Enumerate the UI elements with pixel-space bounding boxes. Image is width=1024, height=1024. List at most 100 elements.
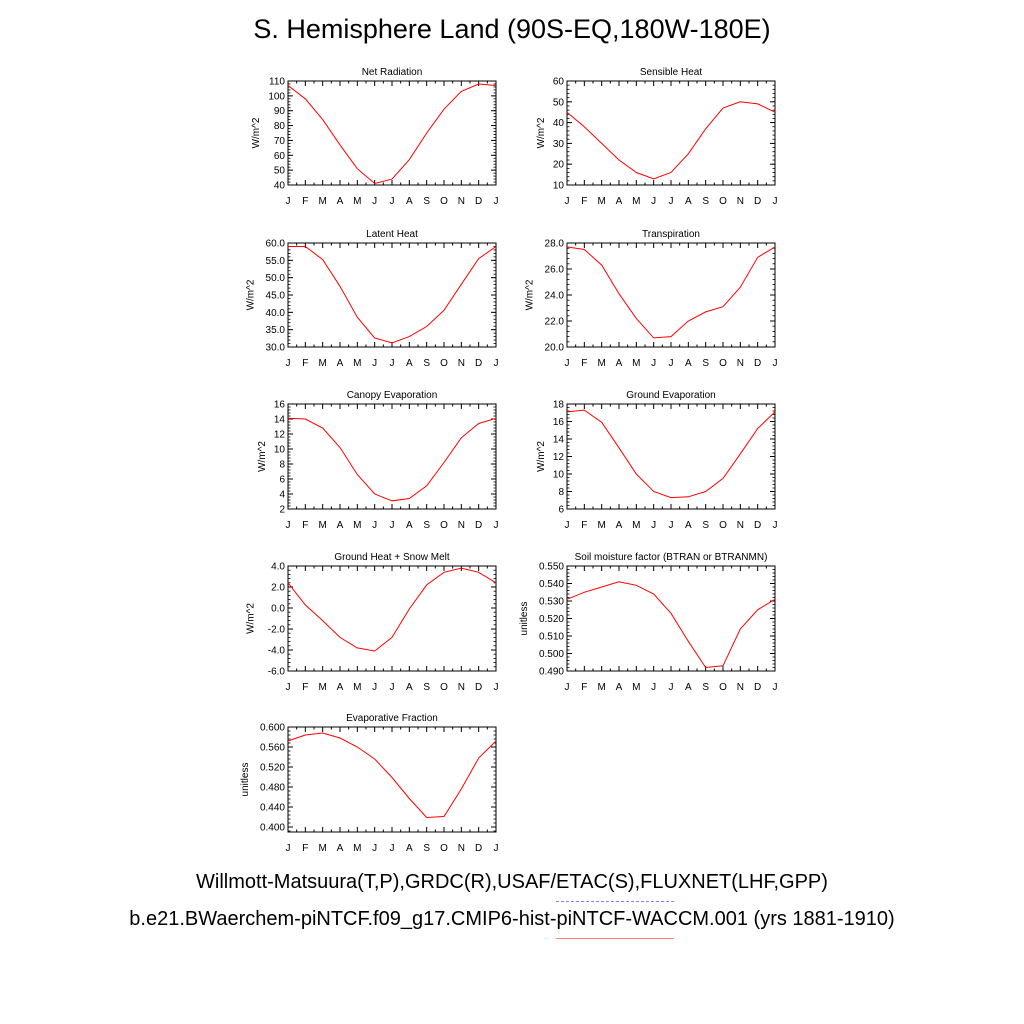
- x-tick-label: M: [597, 358, 605, 369]
- chart-panel-4: J F M A M J J A S O N D J20.022.024.026.028.0Transpi…: [525, 229, 778, 369]
- y-tick-label: 0.560: [260, 743, 285, 754]
- x-tick-label: N: [458, 358, 465, 369]
- y-tick-label: 110: [269, 77, 285, 88]
- x-tick-label: O: [719, 520, 727, 531]
- x-tick-label: A: [616, 196, 623, 207]
- y-tick-label: 10: [274, 445, 286, 456]
- y-tick-label: 0.490: [539, 667, 564, 678]
- x-tick-label: J: [565, 196, 570, 207]
- x-tick-label: O: [440, 520, 448, 531]
- x-tick-label: A: [337, 358, 344, 369]
- y-tick-label: 0.550: [539, 562, 564, 573]
- model-legend-line: [556, 938, 674, 939]
- plot-frame: [287, 403, 497, 510]
- y-tick-label: -2.0: [268, 625, 286, 636]
- x-tick-label: M: [353, 843, 361, 854]
- x-tick-label: J: [494, 682, 499, 693]
- y-tick-label: 6: [279, 475, 285, 486]
- y-tick-label: 30: [553, 139, 565, 150]
- x-tick-label: J: [494, 358, 499, 369]
- x-tick-label: J: [372, 843, 377, 854]
- x-tick-label: M: [353, 520, 361, 531]
- y-tick-label: -6.0: [268, 667, 286, 678]
- x-tick-label: O: [440, 196, 448, 207]
- y-tick-label: 100: [268, 91, 285, 102]
- x-tick-label: J: [494, 520, 499, 531]
- page-title: S. Hemisphere Land (90S-EQ,180W-180E): [253, 14, 771, 44]
- x-tick-label: S: [423, 520, 430, 531]
- x-tick-label: M: [318, 196, 326, 207]
- x-tick-label: N: [458, 682, 465, 693]
- x-tick-label: J: [669, 682, 674, 693]
- x-tick-label: J: [372, 520, 377, 531]
- y-tick-label: 2: [279, 505, 285, 516]
- y-tick-label: 80: [274, 121, 286, 132]
- y-tick-label: 0.510: [539, 632, 564, 643]
- series-line: [566, 581, 776, 669]
- x-tick-label: J: [286, 520, 291, 531]
- x-tick-label: A: [406, 682, 413, 693]
- y-tick-label: 0.440: [260, 803, 285, 814]
- x-tick-label: M: [318, 358, 326, 369]
- plot-frame: [566, 242, 776, 348]
- x-tick-label: A: [406, 843, 413, 854]
- x-tick-label: J: [773, 520, 778, 531]
- x-tick-label: J: [773, 196, 778, 207]
- x-tick-label: M: [353, 358, 361, 369]
- y-tick-label: 40: [553, 118, 565, 129]
- plot-frame: [287, 726, 497, 833]
- panel-title: Evaporative Fraction: [346, 713, 438, 724]
- y-tick-label: 40: [274, 181, 286, 192]
- x-tick-label: F: [302, 682, 308, 693]
- y-tick-label: 14: [274, 415, 286, 426]
- y-tick-label: -4.0: [268, 646, 286, 657]
- y-axis-label: unitless: [519, 602, 530, 636]
- panel-title: Transpiration: [642, 229, 700, 240]
- x-tick-label: M: [353, 196, 361, 207]
- y-tick-label: 70: [274, 136, 286, 147]
- y-tick-label: 55.0: [266, 256, 286, 267]
- y-axis-label: W/m^2: [525, 279, 536, 310]
- y-tick-label: 90: [274, 106, 286, 117]
- x-tick-label: D: [754, 196, 761, 207]
- x-tick-label: S: [423, 682, 430, 693]
- chart-panel-7: J F M A M J J A S O N D J-6.0-4.0-2.00.02.04.0Ground…: [246, 552, 499, 693]
- chart-panel-9: J F M A M J J A S O N D J0.4000.4400.4800.5200.5600.…: [240, 713, 499, 854]
- x-tick-label: J: [669, 358, 674, 369]
- panel-title: Canopy Evaporation: [347, 390, 438, 401]
- x-tick-label: S: [702, 358, 709, 369]
- x-tick-label: D: [475, 520, 482, 531]
- y-tick-label: 2.0: [271, 583, 285, 594]
- x-tick-label: S: [423, 843, 430, 854]
- panel-title: Net Radiation: [362, 67, 423, 78]
- x-tick-label: A: [337, 682, 344, 693]
- x-tick-label: O: [719, 358, 727, 369]
- x-tick-label: J: [390, 196, 395, 207]
- y-axis-label: W/m^2: [246, 603, 257, 634]
- x-tick-label: S: [702, 196, 709, 207]
- y-tick-label: 45.0: [266, 291, 286, 302]
- y-tick-label: 8: [279, 460, 285, 471]
- x-tick-label: A: [685, 358, 692, 369]
- series-line: [287, 83, 497, 185]
- y-tick-label: 22.0: [545, 317, 565, 328]
- y-tick-label: 0.400: [260, 823, 285, 834]
- y-tick-label: 18: [553, 400, 565, 411]
- x-tick-label: D: [475, 682, 482, 693]
- x-tick-label: A: [406, 196, 413, 207]
- x-tick-label: J: [651, 682, 656, 693]
- y-tick-label: 35.0: [266, 325, 286, 336]
- x-tick-label: N: [458, 843, 465, 854]
- x-tick-label: J: [565, 520, 570, 531]
- chart-panel-3: J F M A M J J A S O N D J30.035.040.045.050.055.060.…: [246, 229, 499, 369]
- x-tick-label: M: [632, 196, 640, 207]
- x-tick-label: J: [286, 358, 291, 369]
- x-tick-label: F: [581, 682, 587, 693]
- y-tick-label: 6: [558, 505, 564, 516]
- x-tick-label: A: [337, 520, 344, 531]
- x-tick-label: A: [685, 682, 692, 693]
- x-tick-label: J: [390, 520, 395, 531]
- x-tick-label: J: [390, 358, 395, 369]
